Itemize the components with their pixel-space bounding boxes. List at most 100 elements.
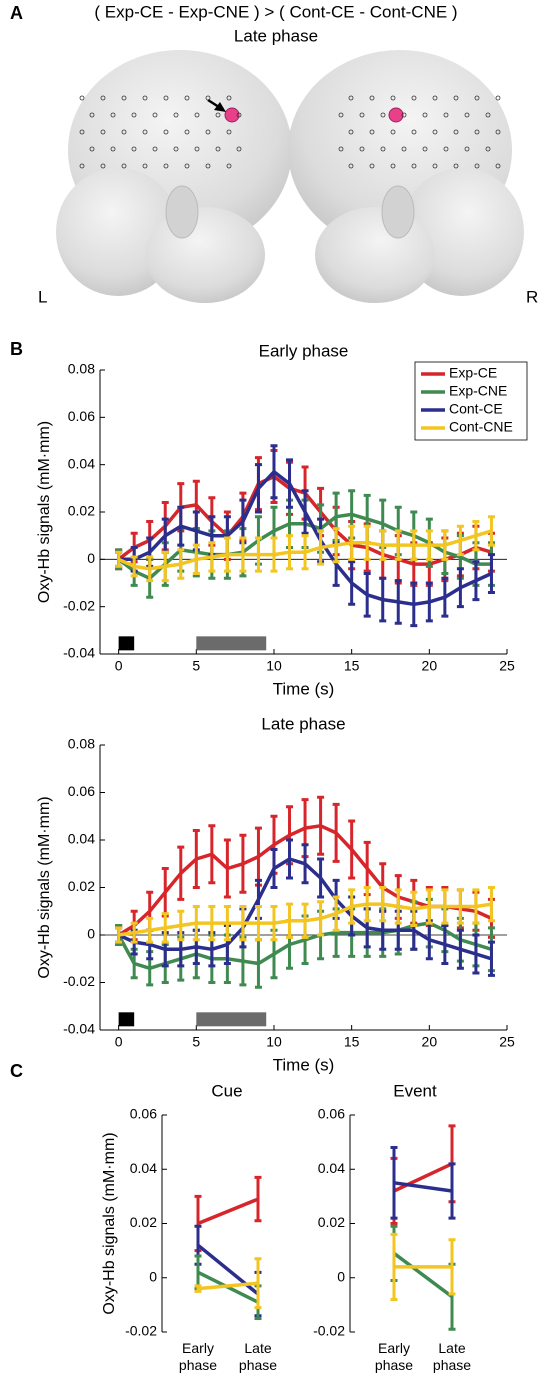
sensor — [390, 95, 396, 101]
error-bar — [317, 857, 325, 899]
error-bar — [363, 886, 371, 923]
stimulus-bar — [196, 636, 267, 651]
sensor — [495, 95, 501, 101]
sensor — [152, 146, 158, 152]
sensor — [205, 163, 211, 169]
sensor — [79, 163, 85, 169]
stimulus-bar — [196, 1012, 267, 1027]
error-bar — [208, 905, 216, 942]
y-tick-label: 0 — [87, 926, 95, 942]
error-bar — [441, 576, 449, 618]
error-bar — [487, 940, 495, 977]
sensor — [422, 146, 428, 152]
sensor — [411, 129, 417, 135]
error-bar — [410, 529, 418, 561]
error-bar — [177, 845, 185, 901]
error-bar — [254, 536, 262, 573]
error-bar — [456, 888, 464, 925]
error-bar — [270, 905, 278, 942]
sensor — [79, 95, 85, 101]
sensor — [131, 112, 137, 118]
y-tick-label: 0 — [87, 550, 95, 566]
panel-label: A — [10, 3, 23, 23]
series-line — [197, 1197, 259, 1226]
y-tick-label: 0.04 — [68, 831, 95, 847]
error-bar — [192, 543, 200, 576]
sensor — [474, 163, 480, 169]
error-bar — [441, 924, 449, 965]
sensor — [194, 112, 200, 118]
error-bar — [472, 560, 480, 602]
series-line — [196, 1243, 260, 1296]
sensor — [411, 95, 417, 101]
sensor — [100, 129, 106, 135]
error-bar — [208, 824, 216, 885]
sensor — [432, 163, 438, 169]
sensor — [142, 163, 148, 169]
sensor — [79, 129, 85, 135]
error-bar — [270, 444, 278, 500]
error-bar — [146, 555, 154, 583]
error-bar — [394, 529, 402, 561]
y-axis-label: Oxy-Hb signals (mM·mm) — [36, 421, 53, 603]
sensor — [163, 95, 169, 101]
sensor — [380, 146, 386, 152]
x-tick-label: 5 — [192, 658, 200, 674]
sensor — [474, 95, 480, 101]
side-label: R — [526, 287, 538, 306]
error-bar — [394, 579, 402, 625]
error-bar — [194, 1284, 202, 1293]
sensor — [359, 146, 365, 152]
error-bar — [254, 905, 262, 942]
sensor — [194, 146, 200, 152]
sensor — [184, 163, 190, 169]
x-tick-label: 25 — [499, 1034, 515, 1050]
sensor — [432, 95, 438, 101]
sensor — [215, 112, 221, 118]
sensor — [121, 129, 127, 135]
y-tick-label: -0.04 — [63, 645, 95, 661]
x-axis-label: Time (s) — [273, 1055, 335, 1074]
chart-title: Early phase — [259, 341, 349, 360]
x-tick-label: 15 — [344, 658, 360, 674]
x-tick-label: 5 — [192, 1034, 200, 1050]
error-bar — [115, 926, 123, 944]
error-bar — [363, 572, 371, 618]
x-tick-label: Late phase — [432, 1340, 472, 1373]
y-tick-label: 0.04 — [318, 1160, 345, 1176]
y-tick-label: 0 — [149, 1268, 157, 1284]
sensor — [464, 146, 470, 152]
sensor — [184, 95, 190, 101]
chart-title: Event — [393, 1081, 437, 1100]
error-bar — [254, 463, 262, 514]
sensor — [236, 112, 242, 118]
error-bar — [254, 1257, 262, 1310]
x-tick-label: 20 — [422, 658, 438, 674]
error-bar — [317, 795, 325, 856]
error-bar — [448, 1162, 456, 1220]
sensor — [205, 129, 211, 135]
x-tick-label: 10 — [266, 658, 282, 674]
sensor — [485, 112, 491, 118]
sensor — [401, 146, 407, 152]
error-bar — [394, 888, 402, 925]
sensor — [359, 112, 365, 118]
error-bar — [348, 888, 356, 925]
error-bar — [223, 838, 231, 899]
error-bar — [301, 843, 309, 885]
error-bar — [301, 534, 309, 571]
sensor — [369, 163, 375, 169]
figure-title: ( Exp-CE - Exp-CNE ) > ( Cont-CE - Cont-… — [94, 2, 457, 21]
sensor — [474, 129, 480, 135]
y-axis-label: Oxy-Hb signals (mM·mm) — [36, 796, 53, 978]
sensor — [380, 112, 386, 118]
sensor — [338, 146, 344, 152]
sensor — [453, 163, 459, 169]
sensor — [453, 129, 459, 135]
error-bar — [363, 524, 371, 561]
error-bar — [332, 802, 340, 863]
error-bar — [286, 458, 294, 509]
error-bar — [192, 905, 200, 942]
error-bar — [379, 576, 387, 623]
error-bar — [441, 529, 449, 561]
